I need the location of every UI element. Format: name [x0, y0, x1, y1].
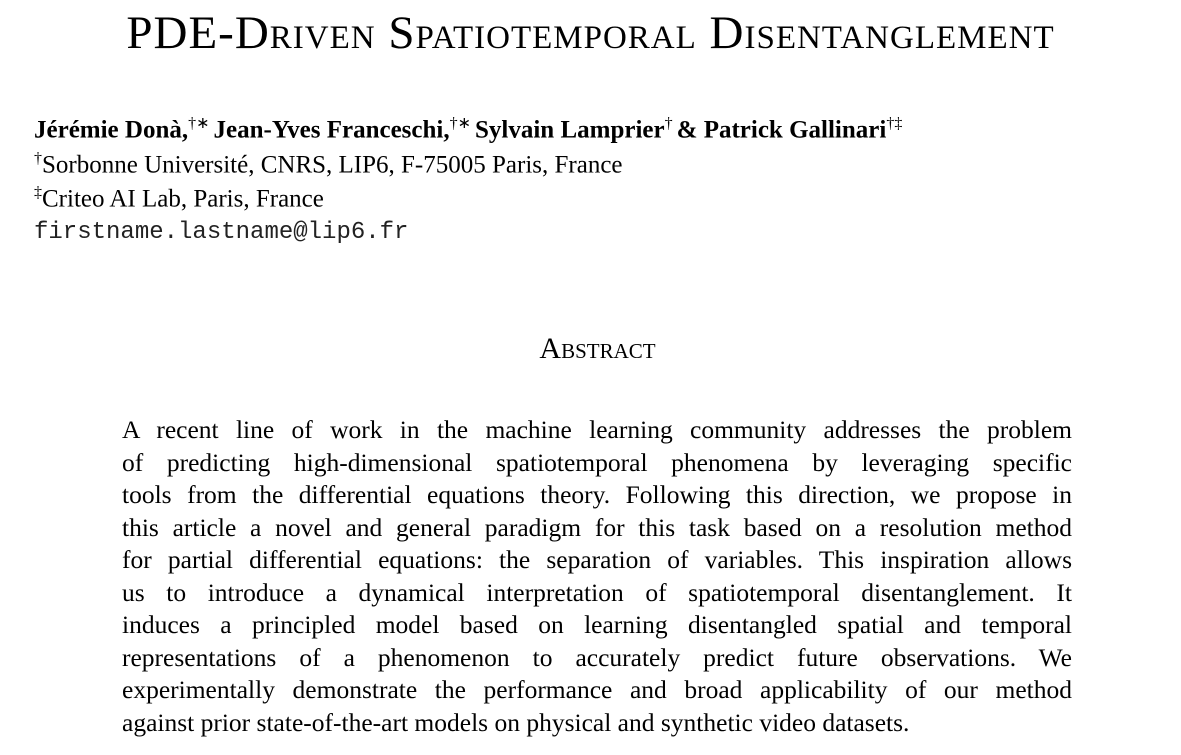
author-marks: †∗	[449, 115, 472, 132]
abstract-line: this article a novel and general paradig…	[122, 512, 1072, 542]
abstract-line: against prior state-of-the-art models on…	[122, 707, 910, 737]
affiliation: ‡Criteo AI Lab, Paris, France	[34, 184, 324, 213]
affiliation-mark: ‡	[34, 184, 42, 201]
abstract-line: tools from the differential equations th…	[122, 480, 1072, 509]
abstract-line: A recent line of work in the machine lea…	[122, 415, 1072, 444]
author-name: Jean-Yves Franceschi,	[213, 116, 450, 144]
author-marks: †∗	[188, 115, 210, 132]
abstract-line: us to introduce a dynamical interpretati…	[122, 577, 1072, 607]
abstract-body: A recent line of work in the machine lea…	[122, 414, 1072, 739]
author-conjunction: &	[676, 116, 698, 144]
affiliation-mark: †	[34, 150, 42, 167]
affiliation-text: Criteo AI Lab, Paris, France	[42, 185, 324, 213]
author-list: Jérémie Donà,†∗ Jean-Yves Franceschi,†∗ Sy…	[34, 113, 906, 144]
author-name: Sylvain Lamprier	[475, 116, 665, 144]
affiliation-text: Sorbonne Université, CNRS, LIP6, F-75005…	[42, 151, 623, 179]
abstract-line: representations of a phenomenon to accur…	[122, 642, 1072, 672]
email: firstname.lastname@lip6.fr	[34, 219, 409, 246]
abstract-line: for partial differential equations: the …	[122, 545, 1072, 574]
abstract-line: induces a principled model based on lear…	[122, 610, 1072, 639]
abstract-heading: Abstract	[539, 332, 656, 365]
author-name: Jérémie Donà,	[34, 116, 189, 144]
abstract-line: of predicting high-dimensional spatiotem…	[122, 447, 1072, 477]
author-marks: †	[664, 115, 673, 132]
author-marks: †‡	[886, 115, 903, 132]
affiliation: †Sorbonne Université, CNRS, LIP6, F-7500…	[34, 150, 623, 179]
paper-title: PDE-Driven Spatiotemporal Disentanglemen…	[126, 7, 1055, 59]
abstract-line: experimentally demonstrate the performan…	[122, 675, 1072, 704]
author-name: Patrick Gallinari	[703, 116, 887, 144]
